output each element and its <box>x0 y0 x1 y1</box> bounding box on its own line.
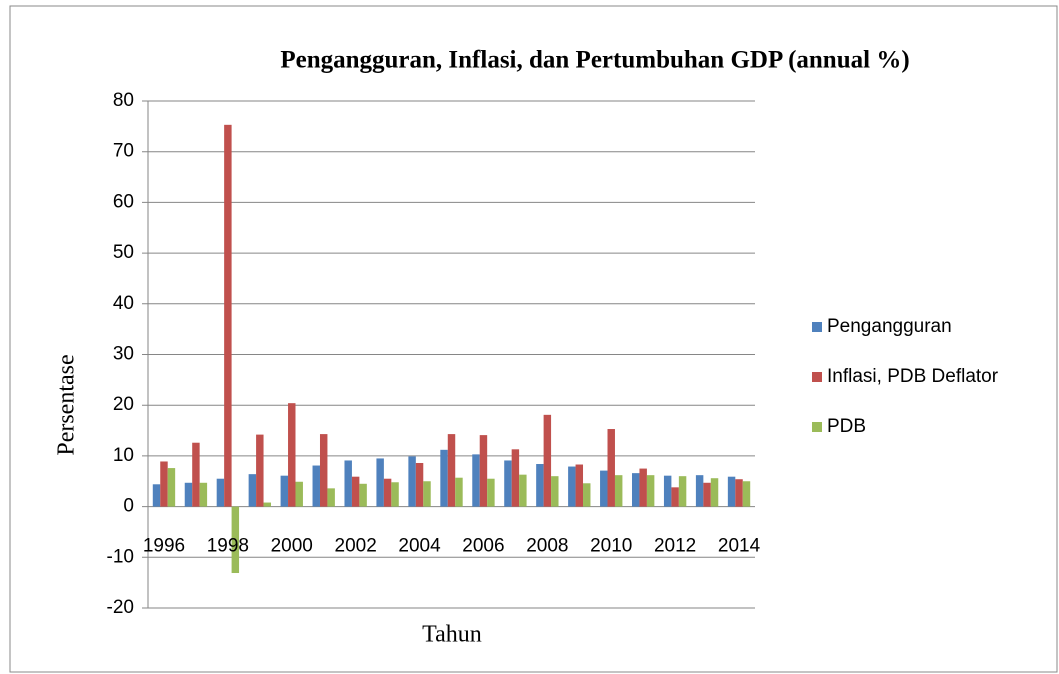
bar <box>359 483 367 507</box>
y-tick-label: -10 <box>107 546 134 567</box>
bar <box>344 460 352 507</box>
bar <box>551 476 559 507</box>
bar <box>199 482 208 507</box>
y-tick-label: 10 <box>113 445 134 466</box>
y-axis-label: Persentase <box>54 354 80 455</box>
bar <box>280 475 289 507</box>
y-tick-label: 30 <box>113 344 134 365</box>
bar <box>568 466 576 507</box>
x-tick-label: 2008 <box>526 536 568 557</box>
x-tick-label: 2002 <box>335 536 377 557</box>
x-tick-label: 2012 <box>654 536 696 557</box>
bar <box>519 474 527 507</box>
bar <box>167 468 176 507</box>
bar <box>742 481 751 507</box>
bar <box>678 476 687 507</box>
bar <box>319 434 328 507</box>
legend-label: PDB <box>827 416 866 437</box>
bar <box>600 470 608 507</box>
x-tick-label: 1998 <box>207 536 249 557</box>
bar <box>455 477 463 507</box>
legend-swatch <box>812 372 822 382</box>
bar <box>295 481 303 507</box>
bar <box>256 434 264 507</box>
x-axis-label: Tahun <box>422 622 482 648</box>
bar <box>536 464 544 507</box>
bar <box>671 487 679 507</box>
y-tick-label: 70 <box>113 141 134 162</box>
y-tick-label: -20 <box>107 597 134 618</box>
bar <box>543 414 552 507</box>
bar <box>735 479 743 507</box>
bar <box>695 475 704 507</box>
x-tick-label: 2014 <box>718 536 761 557</box>
bar <box>727 476 736 507</box>
bar <box>575 464 584 507</box>
bar <box>447 434 456 507</box>
bar <box>152 484 161 507</box>
bar <box>487 478 495 507</box>
bar <box>607 429 615 507</box>
legend-label: Inflasi, PDB Deflator <box>827 366 999 387</box>
bar <box>351 476 360 507</box>
bar <box>472 454 480 507</box>
bar <box>703 482 711 507</box>
bar <box>231 506 240 574</box>
x-tick-label: 2006 <box>462 536 504 557</box>
bar <box>248 474 257 507</box>
bar <box>423 481 431 507</box>
bar <box>663 475 672 507</box>
chart-frame <box>9 5 1058 673</box>
bar <box>312 465 320 507</box>
bar <box>376 458 384 507</box>
bar <box>224 124 232 507</box>
y-tick-label: 80 <box>113 90 134 111</box>
x-tick-label: 2010 <box>590 536 632 557</box>
bar <box>288 403 296 507</box>
y-tick-label: 20 <box>113 394 134 415</box>
y-tick-label: 50 <box>113 242 134 263</box>
bar <box>383 478 392 507</box>
bar <box>632 473 640 507</box>
bar <box>216 478 225 507</box>
bar <box>504 460 512 507</box>
bar <box>646 475 655 507</box>
bar <box>184 482 193 507</box>
bar <box>710 478 719 507</box>
y-tick-label: 40 <box>113 293 134 314</box>
bar <box>511 449 520 507</box>
x-tick-label: 2000 <box>271 536 313 557</box>
bar <box>583 483 591 507</box>
bar <box>160 461 168 507</box>
x-tick-label: 1996 <box>143 536 185 557</box>
bar <box>614 475 623 507</box>
bar <box>440 449 448 507</box>
legend-swatch <box>812 422 822 432</box>
bar <box>415 462 424 507</box>
y-tick-label: 0 <box>123 496 134 517</box>
bar <box>391 482 399 507</box>
bar <box>639 468 647 507</box>
legend-label: Pengangguran <box>827 316 952 337</box>
legend-swatch <box>812 322 822 332</box>
bar <box>192 442 200 507</box>
bar <box>479 435 488 507</box>
bar <box>408 456 416 507</box>
bar <box>263 502 271 507</box>
x-tick-label: 2004 <box>398 536 441 557</box>
bar <box>327 488 335 507</box>
chart-title: Pengangguran, Inflasi, dan Pertumbuhan G… <box>280 47 909 74</box>
y-tick-label: 60 <box>113 191 134 212</box>
